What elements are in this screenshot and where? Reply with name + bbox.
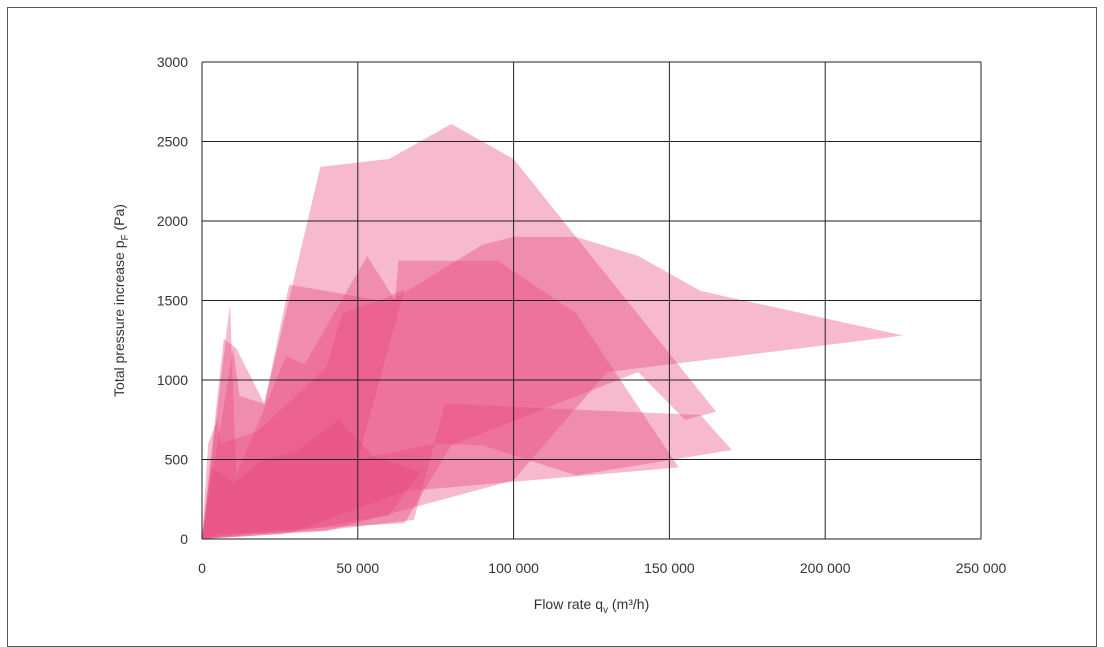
x-tick-label: 0 [198,560,206,576]
y-tick-label: 1500 [157,293,188,309]
performance-regions [202,124,904,539]
x-tick-label: 150 000 [644,560,695,576]
grid-lines [201,61,982,540]
x-axis-label: Flow rate qv (m³/h) [534,596,649,616]
x-axis-label-unit: (m³/h) [608,596,649,612]
y-tick-label: 2500 [157,134,188,150]
y-tick-label: 1000 [157,372,188,388]
performance-region-3 [202,256,679,539]
y-tick-label: 2000 [157,213,188,229]
performance-region-4 [202,289,732,539]
performance-region-2 [202,236,717,539]
performance-region-5 [202,419,421,539]
x-axis-label-text: Flow rate q [534,596,603,612]
y-axis-ticks: 0 500 1000 1500 2000 2500 3000 [157,54,188,547]
y-tick-label: 0 [180,531,188,547]
y-axis-label-unit: (Pa) [111,204,127,234]
x-axis-ticks: 0 50 000 100 000 150 000 200 000 250 000 [198,560,1006,576]
y-axis-label-subscript: F [120,234,131,240]
y-tick-label: 3000 [157,54,188,70]
y-tick-label: 500 [165,452,189,468]
y-axis-label: Total pressure increase pF (Pa) [111,204,131,397]
x-tick-label: 100 000 [488,560,539,576]
x-tick-label: 50 000 [336,560,379,576]
performance-region-1 [202,124,904,539]
pressure-flow-chart: 0 50 000 100 000 150 000 200 000 250 000 0 500… [111,54,1007,616]
y-axis-label-text: Total pressure increase p [111,240,127,397]
x-tick-label: 200 000 [800,560,851,576]
x-axis-label-subscript: v [603,605,608,616]
x-tick-label: 250 000 [956,560,1007,576]
